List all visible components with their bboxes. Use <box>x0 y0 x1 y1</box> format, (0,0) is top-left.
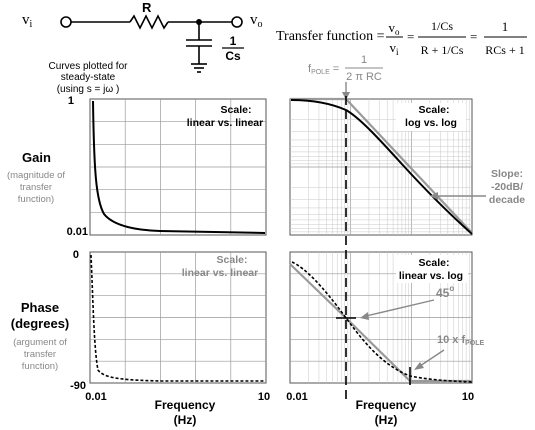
phase-linear-panel <box>89 251 267 384</box>
svg-text:(degrees): (degrees) <box>11 316 70 331</box>
gain-log-scale-label: Scale: log vs. log <box>396 103 466 131</box>
svg-text:decade: decade <box>489 194 525 206</box>
svg-text:Slope:: Slope: <box>491 168 523 180</box>
svg-text:10: 10 <box>462 391 474 403</box>
capacitor-impedance-den: Cs <box>225 49 241 63</box>
svg-text:transfer: transfer <box>24 349 56 360</box>
svg-text:(Hz): (Hz) <box>174 413 197 427</box>
svg-text:Phase: Phase <box>21 300 59 315</box>
svg-text:10: 10 <box>258 391 270 403</box>
phase-log-scale-label: Scale: linear vs. log <box>396 255 468 283</box>
svg-text:fPOLE=: fPOLE = <box>308 63 339 76</box>
steady-state-note: Curves plotted for steady-state (using s… <box>49 61 129 95</box>
capacitor-impedance-num: 1 <box>230 34 237 48</box>
gain-row-label: Gain (magnitude of transfer function) <box>7 150 65 205</box>
input-terminal <box>60 16 72 28</box>
svg-text:function): function) <box>18 194 54 205</box>
svg-text:Scale:: Scale: <box>217 254 248 266</box>
gain-ytop-label: 1 <box>68 95 74 107</box>
svg-text:Frequency: Frequency <box>356 398 417 412</box>
svg-text:linear vs. log: linear vs. log <box>399 270 463 282</box>
right-x-axis: 0.01 10 Frequency (Hz) <box>286 391 474 427</box>
svg-text:(magnitude of: (magnitude of <box>7 170 65 181</box>
gain-linear-scale-label: Scale: linear vs. linear <box>187 104 263 129</box>
svg-text:-20dB/: -20dB/ <box>491 181 523 193</box>
svg-text:1/Cs: 1/Cs <box>431 19 453 33</box>
fpole-label: fPOLE = 1 2 π RC <box>308 54 383 83</box>
transfer-function-equation: Transfer function = vo vi = 1/Cs R + 1/C… <box>276 19 527 57</box>
svg-text:1: 1 <box>361 54 367 66</box>
svg-text:R + 1/Cs: R + 1/Cs <box>421 43 464 57</box>
circuit-schematic: vi R vo 1 Cs <box>22 0 263 73</box>
output-voltage-label: vo <box>250 12 263 30</box>
phase-linear-scale-label: Scale: linear vs. linear <box>182 254 258 279</box>
svg-text:Scale:: Scale: <box>419 104 450 116</box>
svg-text:=: = <box>470 29 477 44</box>
tenx-annotation: 10 x fPOLE <box>414 334 485 370</box>
svg-text:linear vs. linear: linear vs. linear <box>182 267 258 279</box>
svg-text:function): function) <box>22 361 58 372</box>
svg-text:Scale:: Scale: <box>221 104 252 116</box>
svg-text:10 x fPOLE: 10 x fPOLE <box>437 334 485 347</box>
resistor-symbol <box>129 14 169 30</box>
gain-log-curve <box>290 99 473 235</box>
input-voltage-label: vi <box>22 12 33 30</box>
angle-annotation: 45o <box>360 284 454 320</box>
svg-text:Gain: Gain <box>22 150 51 165</box>
svg-text:0.01: 0.01 <box>85 391 106 403</box>
svg-text:RCs + 1: RCs + 1 <box>485 43 524 57</box>
svg-text:(argument of: (argument of <box>13 337 67 348</box>
phase-log-curve <box>291 261 473 383</box>
svg-text:2 π RC: 2 π RC <box>346 71 382 83</box>
svg-text:(Hz): (Hz) <box>375 413 398 427</box>
svg-text:0.01: 0.01 <box>286 391 307 403</box>
svg-text:1: 1 <box>502 19 509 34</box>
phase-ytop-label: 0 <box>73 249 79 261</box>
gain-linear-curve <box>92 100 266 234</box>
svg-text:Scale:: Scale: <box>419 257 450 269</box>
gain-linear-panel <box>89 98 267 236</box>
svg-text:linear vs. linear: linear vs. linear <box>187 117 263 129</box>
svg-text:steady-state: steady-state <box>61 72 116 83</box>
transfer-function-label: Transfer function = <box>276 29 385 44</box>
svg-text:Frequency: Frequency <box>155 398 216 412</box>
svg-text:Curves plotted for: Curves plotted for <box>49 61 129 72</box>
phase-asymptote <box>289 263 472 383</box>
svg-text:vi: vi <box>389 40 399 57</box>
svg-text:log vs. log: log vs. log <box>405 117 457 129</box>
gain-ybottom-label: 0.01 <box>67 226 88 238</box>
phase-row-label: Phase (degrees) (argument of transfer fu… <box>11 300 70 372</box>
svg-text:45o: 45o <box>436 284 454 300</box>
phase-linear-curve <box>90 254 265 382</box>
svg-text:transfer: transfer <box>20 182 52 193</box>
slope-annotation: Slope: -20dB/ decade <box>430 168 525 206</box>
svg-text:=: = <box>407 29 414 44</box>
output-terminal <box>231 16 243 28</box>
svg-text:vo: vo <box>389 20 401 37</box>
resistor-label: R <box>142 0 152 15</box>
left-x-axis: 0.01 10 Frequency (Hz) <box>85 391 270 427</box>
phase-ybottom-label: -90 <box>70 380 86 392</box>
svg-text:(using s = jω ): (using s = jω ) <box>57 84 120 95</box>
